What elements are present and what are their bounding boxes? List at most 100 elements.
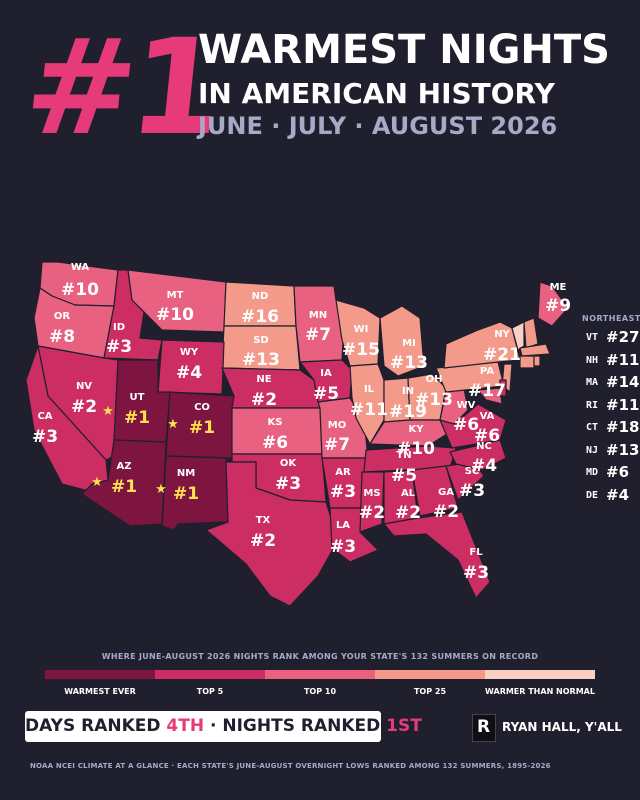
state-rank-az: #1 — [111, 477, 137, 497]
northeast-title: NORTHEAST — [582, 314, 640, 323]
state-rank-mi: #13 — [390, 353, 428, 373]
state-shape-wy — [157, 339, 225, 395]
brand-logo-icon: R — [472, 714, 496, 742]
state-shape-md — [477, 387, 503, 405]
state-rank-me: #9 — [545, 296, 571, 316]
legend-title: WHERE JUNE-AUGUST 2026 NIGHTS RANK AMONG… — [101, 652, 539, 661]
state-rank-mn: #7 — [305, 325, 331, 345]
legend-label: WARMEST EVER — [64, 687, 136, 696]
state-abbr-az: AZ — [117, 461, 132, 472]
state-shape-ct — [519, 355, 535, 369]
northeast-abbr: VT — [586, 332, 599, 343]
state-abbr-nd: ND — [252, 291, 269, 302]
northeast-abbr: MA — [586, 377, 599, 388]
state-rank-or: #8 — [49, 327, 75, 347]
state-shape-ms — [359, 471, 385, 533]
state-abbr-ms: MS — [363, 488, 380, 499]
state-abbr-sc: SC — [465, 466, 480, 477]
state-rank-in: #19 — [389, 402, 427, 422]
northeast-rank: #14 — [606, 373, 640, 391]
state-shape-de — [499, 379, 507, 397]
state-abbr-ny: NY — [494, 329, 510, 340]
state-rank-nm: #1 — [173, 484, 199, 504]
state-rank-ks: #6 — [262, 433, 288, 453]
days-nights-summary: DAYS RANKED 4TH · NIGHTS RANKED 1ST — [25, 711, 422, 742]
northeast-item-ct: CT #18 — [586, 418, 640, 438]
northeast-item-ri: RI #11 — [586, 396, 639, 416]
state-rank-wi: #15 — [342, 340, 380, 360]
state-abbr-fl: FL — [469, 547, 483, 558]
state-abbr-ks: KS — [268, 417, 283, 428]
state-abbr-mn: MN — [309, 310, 327, 321]
state-rank-oh: #13 — [415, 390, 453, 410]
state-abbr-pa: PA — [480, 366, 494, 377]
state-abbr-id: ID — [113, 322, 125, 333]
state-shape-tx — [205, 461, 339, 607]
title-line-1: WARMEST NIGHTS — [198, 27, 610, 73]
state-abbr-wi: WI — [354, 324, 369, 335]
northeast-rank: #18 — [606, 418, 640, 436]
legend-swatch — [265, 670, 375, 679]
state-abbr-ut: UT — [130, 392, 145, 403]
legend-label: TOP 25 — [413, 687, 447, 696]
days-prefix: DAYS RANKED — [25, 716, 167, 736]
legend-label: TOP 10 — [303, 687, 337, 696]
northeast-rank: #11 — [606, 350, 640, 369]
state-rank-ok: #3 — [275, 474, 301, 494]
state-abbr-sd: SD — [253, 335, 269, 346]
state-abbr-wa: WA — [71, 262, 90, 273]
state-rank-ne: #2 — [251, 390, 277, 410]
state-abbr-ca: CA — [37, 411, 52, 422]
state-shape-nc — [449, 439, 507, 471]
northeast-rank: #27 — [606, 328, 640, 346]
northeast-rank: #4 — [606, 485, 630, 504]
state-shape-nh — [523, 317, 539, 349]
state-rank-ut: #1 — [124, 408, 150, 428]
state-rank-ms: #2 — [359, 503, 385, 523]
state-rank-sd: #13 — [242, 350, 280, 370]
days-rank: 4TH — [166, 716, 205, 736]
brand-logo-letter: R — [477, 717, 491, 737]
northeast-rank: #6 — [606, 463, 630, 481]
state-abbr-or: OR — [54, 311, 71, 322]
state-abbr-nc: NC — [476, 441, 492, 452]
nights-prefix: · NIGHTS RANKED — [204, 716, 387, 736]
state-shape-nm — [161, 455, 229, 531]
state-rank-nv: #2 — [71, 397, 97, 417]
state-rank-al: #2 — [395, 503, 421, 523]
northeast-item-vt: VT #27 — [586, 328, 640, 348]
state-abbr-oh: OH — [426, 374, 443, 385]
state-rank-ar: #3 — [330, 482, 356, 502]
state-abbr-mt: MT — [167, 290, 184, 301]
state-abbr-ia: IA — [320, 368, 332, 379]
state-abbr-tn: TN — [396, 450, 411, 461]
state-abbr-va: VA — [480, 411, 495, 422]
legend-label: WARMER THAN NORMAL — [485, 687, 595, 696]
state-rank-pa: #17 — [468, 381, 506, 401]
state-rank-tx: #2 — [250, 531, 276, 551]
state-rank-wv: #6 — [453, 415, 479, 435]
state-rank-va: #6 — [474, 426, 500, 446]
state-abbr-wv: WV — [457, 400, 476, 411]
state-rank-ny: #21 — [483, 345, 521, 365]
state-rank-fl: #3 — [463, 563, 489, 583]
state-rank-ky: #10 — [397, 439, 435, 459]
legend-swatch — [45, 670, 155, 679]
state-shape-ma — [519, 343, 551, 357]
state-shape-az — [81, 439, 167, 527]
legend-label: TOP 5 — [196, 687, 224, 696]
state-rank-id: #3 — [106, 337, 132, 357]
state-rank-il: #11 — [350, 400, 388, 420]
state-abbr-nv: NV — [76, 381, 92, 392]
state-rank-co: #1 — [189, 418, 215, 438]
state-shape-va — [439, 403, 507, 449]
state-abbr-ga: GA — [438, 487, 454, 498]
northeast-abbr: CT — [586, 422, 599, 433]
state-abbr-ar: AR — [335, 467, 351, 478]
footer-source: NOAA NCEI CLIMATE AT A GLANCE · EACH STA… — [30, 762, 551, 770]
state-abbr-mo: MO — [328, 420, 346, 431]
northeast-item-ma: MA #14 — [586, 373, 640, 393]
state-abbr-in: IN — [402, 386, 414, 397]
state-rank-wy: #4 — [176, 363, 202, 383]
star-icon: ★ — [102, 404, 114, 419]
